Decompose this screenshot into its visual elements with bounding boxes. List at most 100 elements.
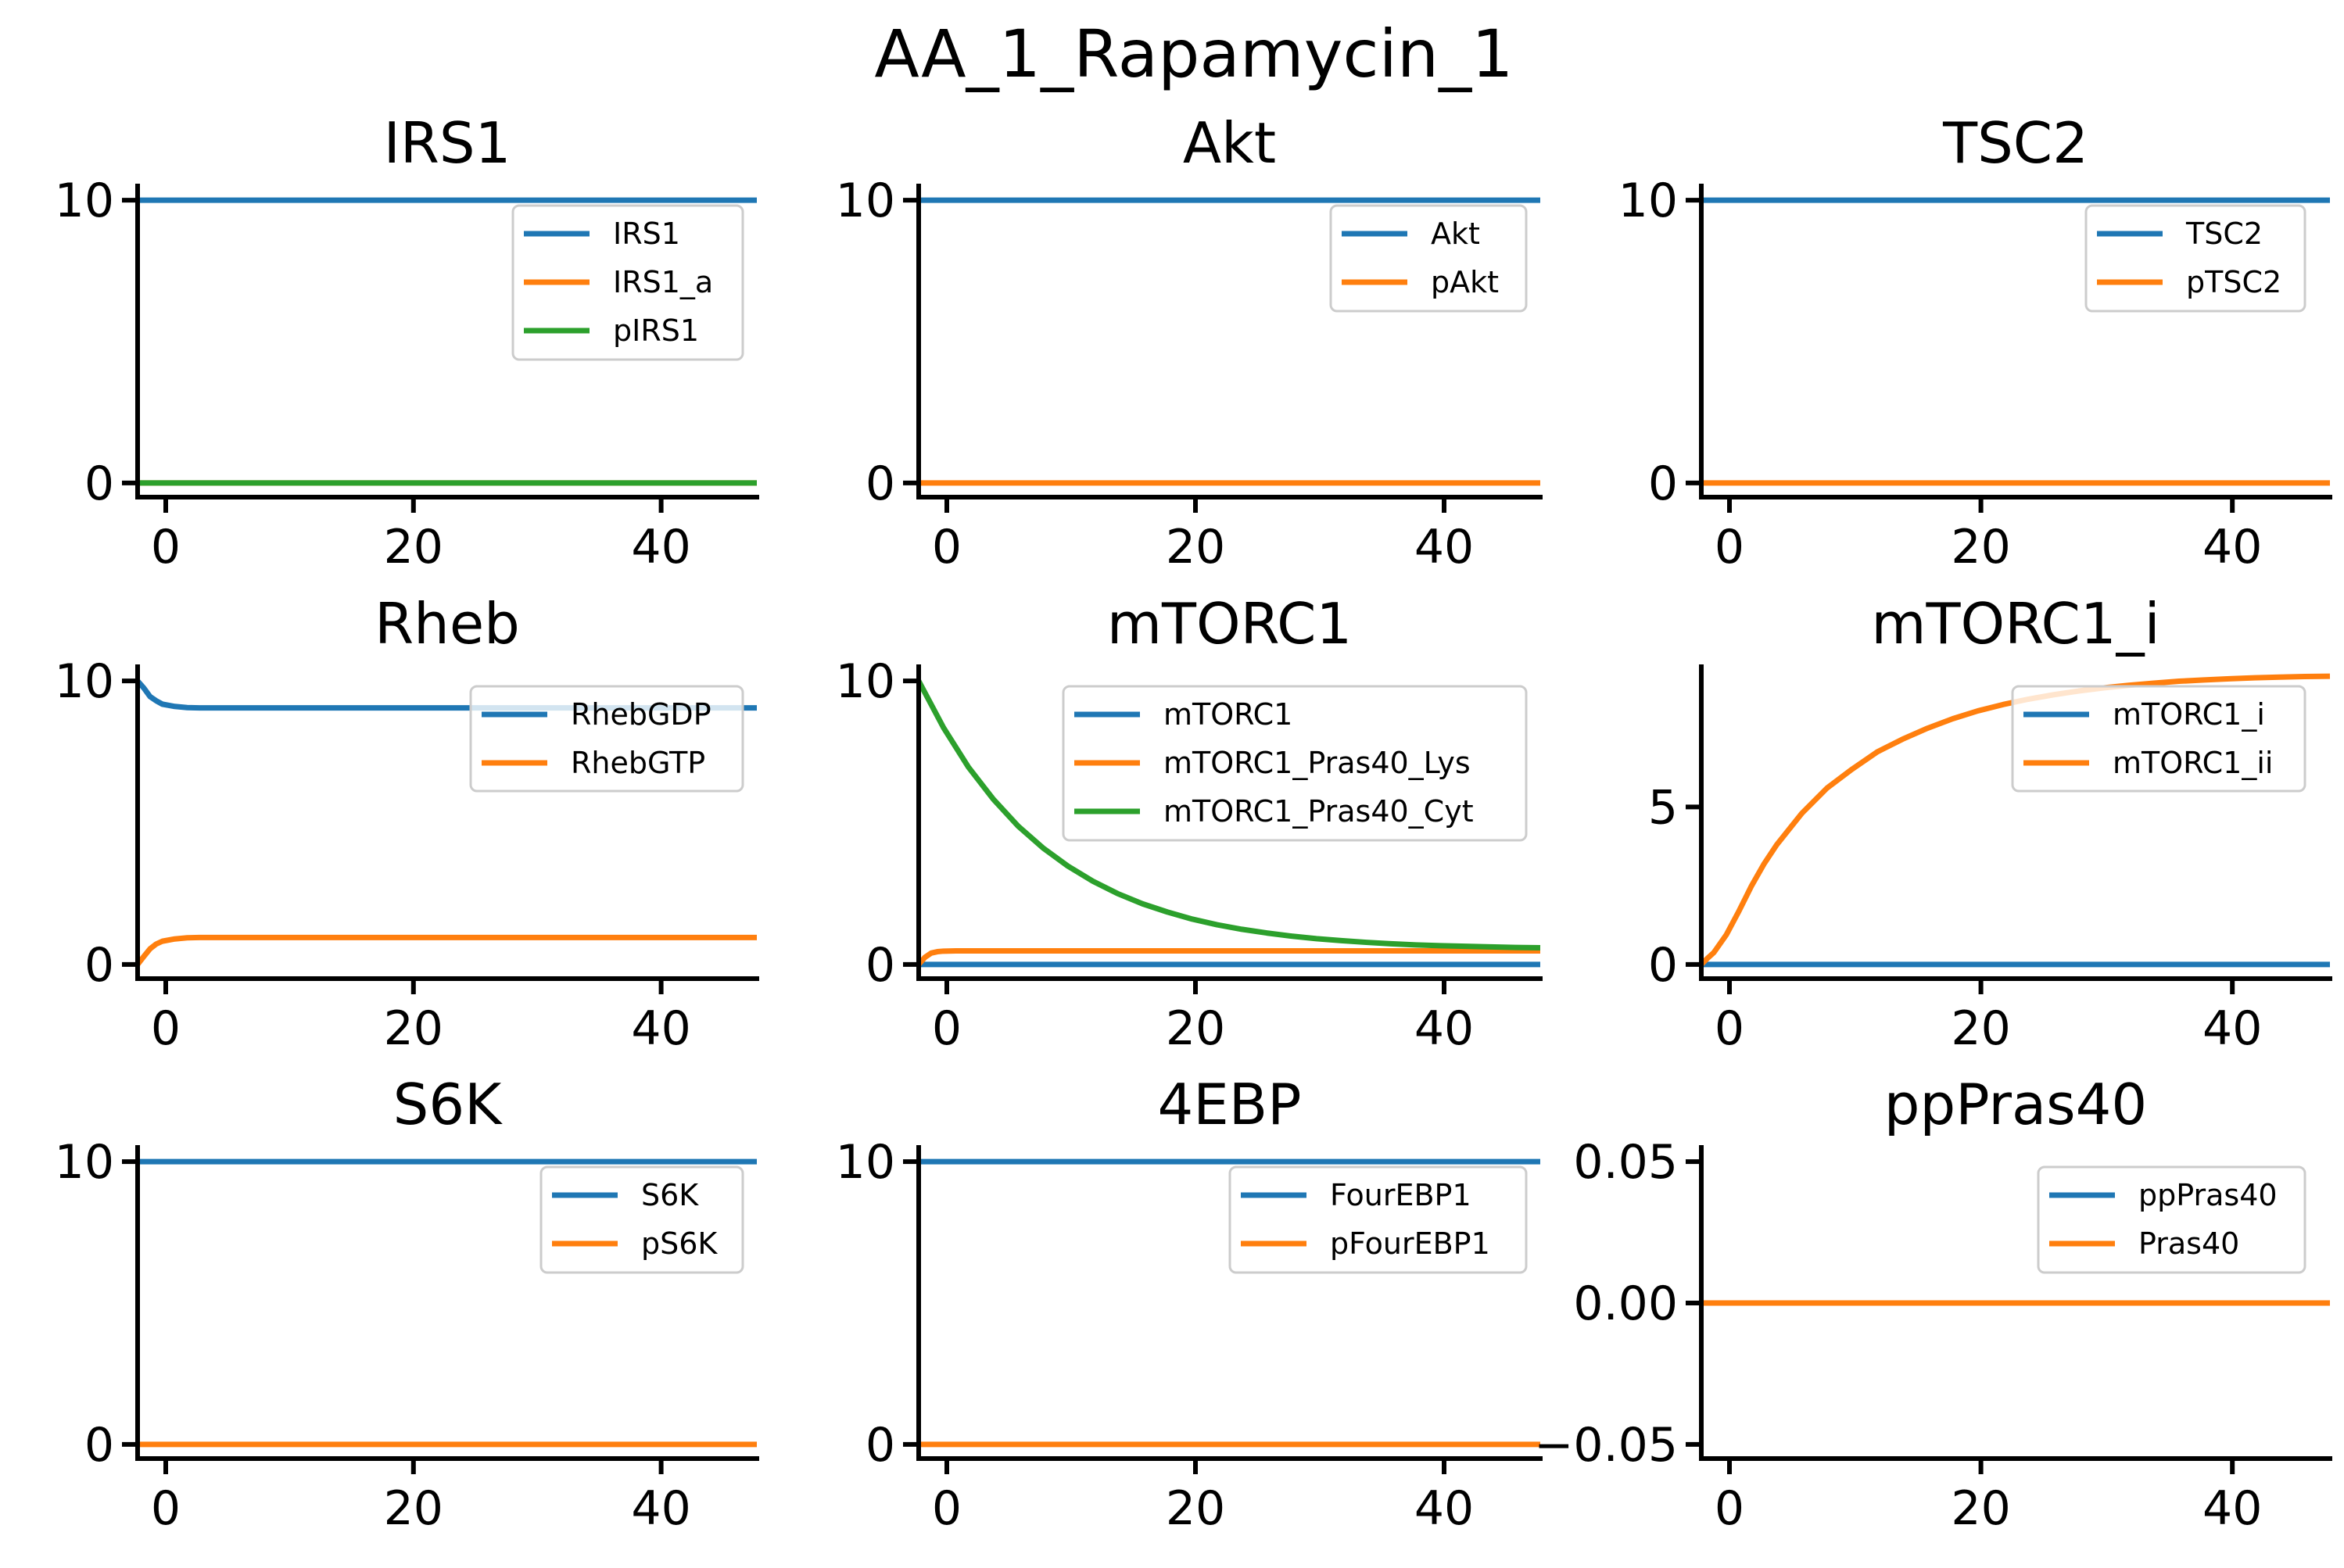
x-tick-label: 20 — [1166, 1001, 1225, 1056]
subplot-title: mTORC1 — [1107, 591, 1352, 657]
x-tick-label: 0 — [1715, 1001, 1744, 1056]
x-tick-label: 40 — [1414, 520, 1474, 575]
legend-label-pirs1: pIRS1 — [613, 313, 699, 348]
y-tick-label: 0.05 — [1573, 1135, 1678, 1190]
subplot-tsc2: TSC2 0 20 40 0 10 TSC2 pTSC2 — [1618, 110, 2332, 575]
x-tick-label: 20 — [1951, 1001, 2010, 1056]
y-tick-label: 10 — [55, 1135, 114, 1190]
y-tick-label: 0 — [84, 456, 114, 511]
legend: TSC2 pTSC2 — [2084, 204, 2306, 313]
y-tick-label: 10 — [836, 1135, 895, 1190]
y-tick-label: 10 — [836, 654, 895, 709]
legend-box — [1062, 685, 1528, 842]
legend-label-irs1-a: IRS1_a — [613, 265, 713, 299]
y-tick-label: −0.05 — [1534, 1418, 1678, 1473]
y-tick-label: 10 — [836, 174, 895, 228]
legend: FourEBP1 pFourEBP1 — [1228, 1165, 1528, 1274]
legend: RhebGDP RhebGTP — [469, 685, 744, 793]
subplot-title: 4EBP — [1157, 1072, 1301, 1137]
figure-suptitle: AA_1_Rapamycin_1 — [874, 16, 1513, 92]
legend-label-mtorc1-i: mTORC1_i — [2113, 697, 2265, 732]
legend: mTORC1_i mTORC1_ii — [2011, 685, 2306, 793]
subplot-title: S6K — [393, 1072, 504, 1137]
legend-label-pakt: pAkt — [1431, 265, 1499, 299]
legend-label-pras40: Pras40 — [2138, 1226, 2239, 1261]
legend-label-akt: Akt — [1431, 217, 1480, 251]
legend: mTORC1 mTORC1_Pras40_Lys mTORC1_Pras40_Cyt — [1062, 685, 1528, 842]
series-line-rhebgtp — [135, 934, 757, 967]
y-tick-label: 0 — [1648, 456, 1678, 511]
x-tick-label: 0 — [1715, 520, 1744, 575]
legend-label-rhebgdp: RhebGDP — [571, 697, 711, 732]
x-tick-label: 0 — [151, 1001, 181, 1056]
legend-label-rhebgtp: RhebGTP — [571, 746, 705, 780]
x-tick-label: 0 — [1715, 1481, 1744, 1536]
legend-label-pppras40: ppPras40 — [2138, 1178, 2278, 1212]
subplot-irs1: IRS1 0 20 40 0 10 IRS1 IRS1_a pIRS1 — [55, 110, 759, 575]
y-tick-label: 5 — [1648, 780, 1678, 835]
legend: Akt pAkt — [1329, 204, 1528, 313]
legend-label-ptsc2: pTSC2 — [2186, 265, 2281, 299]
subplot-title: ppPras40 — [1884, 1072, 2147, 1137]
legend-label-tsc2: TSC2 — [2185, 217, 2263, 251]
subplot-title: Akt — [1183, 110, 1276, 176]
subplot-akt: Akt 0 20 40 0 10 Akt pAkt — [836, 110, 1543, 575]
subplot-title: IRS1 — [384, 110, 511, 176]
subplot-rheb: Rheb 0 20 40 0 10 RhebGDP RhebGTP — [55, 591, 759, 1056]
y-tick-label: 10 — [55, 174, 114, 228]
y-tick-label: 0.00 — [1573, 1276, 1678, 1331]
subplot-mtorc1-i: mTORC1_i 0 20 40 0 5 mTORC1_i mTORC1_ii — [1648, 591, 2332, 1056]
x-tick-label: 0 — [932, 520, 962, 575]
x-tick-label: 0 — [151, 1481, 181, 1536]
x-tick-label: 0 — [932, 1001, 962, 1056]
y-tick-label: 10 — [1618, 174, 1678, 228]
y-tick-label: 0 — [866, 938, 895, 993]
y-tick-label: 0 — [866, 456, 895, 511]
subplot-4ebp: 4EBP 0 20 40 0 10 FourEBP1 pFourEBP1 — [836, 1072, 1543, 1536]
subplot-title: TSC2 — [1942, 110, 2088, 176]
legend-label-irs1: IRS1 — [613, 217, 680, 251]
subplot-title: Rheb — [375, 591, 520, 657]
legend-label-mtorc1-pras40-lys: mTORC1_Pras40_Lys — [1163, 746, 1471, 780]
legend: ppPras40 Pras40 — [2037, 1165, 2306, 1274]
y-tick-label: 0 — [84, 938, 114, 993]
x-tick-label: 40 — [1414, 1001, 1474, 1056]
legend-label-fourebp1: FourEBP1 — [1330, 1178, 1471, 1212]
subplot-title: mTORC1_i — [1871, 591, 2159, 657]
x-tick-label: 20 — [1166, 1481, 1225, 1536]
legend: IRS1 IRS1_a pIRS1 — [511, 204, 744, 361]
legend-label-mtorc1: mTORC1 — [1163, 697, 1292, 732]
x-tick-label: 40 — [631, 520, 690, 575]
series-line-mtorc1-pras40-cyt — [916, 679, 1541, 950]
x-tick-label: 20 — [384, 1481, 443, 1536]
y-tick-label: 0 — [84, 1418, 114, 1473]
x-tick-label: 0 — [151, 520, 181, 575]
x-tick-label: 0 — [932, 1481, 962, 1536]
legend-label-s6k: S6K — [641, 1178, 699, 1212]
legend-label-ps6k: pS6K — [641, 1226, 718, 1261]
legend: S6K pS6K — [539, 1165, 744, 1274]
y-tick-label: 10 — [55, 654, 114, 709]
x-tick-label: 40 — [2202, 1481, 2262, 1536]
x-tick-label: 20 — [1951, 1481, 2010, 1536]
y-tick-label: 0 — [1648, 938, 1678, 993]
legend-label-mtorc1-ii: mTORC1_ii — [2113, 746, 2273, 780]
subplot-pppras40: ppPras40 0 20 40 −0.05 0.00 0.05 ppPras40 Pras40 — [1534, 1072, 2332, 1536]
legend-label-mtorc1-pras40-cyt: mTORC1_Pras40_Cyt — [1163, 794, 1474, 829]
x-tick-label: 40 — [1414, 1481, 1474, 1536]
x-tick-label: 20 — [1951, 520, 2010, 575]
series-line-mtorc1-pras40-lys — [916, 947, 1540, 967]
x-tick-label: 20 — [384, 520, 443, 575]
series-line-mtorc1-ii — [1699, 673, 2331, 967]
x-tick-label: 40 — [2202, 520, 2262, 575]
x-tick-label: 40 — [2202, 1001, 2262, 1056]
subplot-s6k: S6K 0 20 40 0 10 S6K pS6K — [55, 1072, 759, 1536]
legend-label-pfourebp1: pFourEBP1 — [1330, 1226, 1490, 1261]
legend-box — [511, 204, 744, 361]
x-tick-label: 40 — [631, 1001, 690, 1056]
y-tick-label: 0 — [866, 1418, 895, 1473]
x-tick-label: 20 — [384, 1001, 443, 1056]
x-tick-label: 40 — [631, 1481, 690, 1536]
